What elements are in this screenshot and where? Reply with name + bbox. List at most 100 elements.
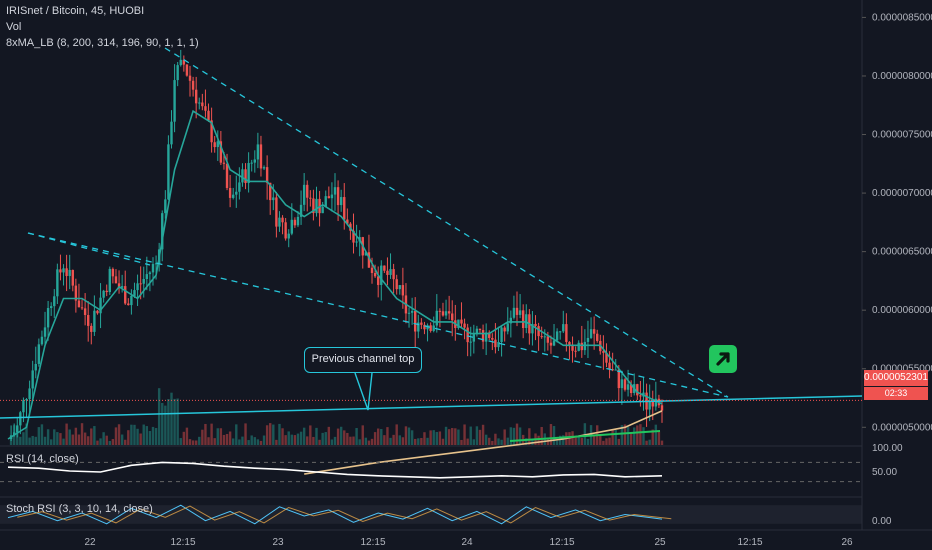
volume-bar xyxy=(28,437,31,445)
arrow-up-right-icon[interactable] xyxy=(709,345,737,373)
candle-body xyxy=(25,398,28,401)
volume-bar xyxy=(161,402,164,445)
volume-bar xyxy=(469,426,472,445)
x-tick-label: 12:15 xyxy=(737,537,762,548)
volume-bar xyxy=(80,423,84,445)
candle-body xyxy=(296,216,300,226)
candle-body xyxy=(373,273,377,277)
volume-bar xyxy=(611,429,614,445)
candle-body xyxy=(660,405,664,411)
volume-bar xyxy=(491,440,494,445)
candle-body xyxy=(432,325,435,331)
volume-bar xyxy=(447,429,451,445)
volume-bar xyxy=(74,427,78,445)
candle-body xyxy=(626,384,630,390)
y-tick-label: 0.0000055000 xyxy=(872,364,932,375)
candle-body xyxy=(414,310,417,332)
candle-body xyxy=(37,344,41,364)
candle-body xyxy=(102,290,105,298)
candle-body xyxy=(441,311,445,316)
candle-body xyxy=(259,144,263,169)
rsi-tick-label: 50.00 xyxy=(872,467,897,478)
volume-bar xyxy=(432,430,435,445)
volume-bar xyxy=(410,430,414,445)
candles-group xyxy=(9,49,664,445)
volume-bar xyxy=(608,437,611,445)
volume-bar xyxy=(654,424,658,445)
candle-body xyxy=(589,329,593,338)
volume-bar xyxy=(537,435,540,445)
candle-body xyxy=(198,102,201,104)
volume-bar xyxy=(250,435,253,445)
candle-body xyxy=(62,268,65,273)
volume-bar xyxy=(651,429,654,445)
candle-body xyxy=(235,191,238,195)
volume-bar xyxy=(395,424,398,445)
candle-body xyxy=(148,272,152,275)
ma-slow-line xyxy=(304,410,663,475)
ma-fast-line xyxy=(7,109,663,440)
candle-body xyxy=(256,144,260,160)
candle-body xyxy=(219,141,223,163)
volume-bar xyxy=(451,428,454,445)
volume-bar xyxy=(207,437,210,445)
volume-bar xyxy=(312,436,315,445)
volume-bar xyxy=(90,428,93,445)
volume-bar xyxy=(173,398,176,445)
volume-bar xyxy=(481,424,485,445)
candle-body xyxy=(417,322,420,332)
volume-bar xyxy=(475,426,479,445)
candle-body xyxy=(96,310,99,314)
candle-body xyxy=(145,274,149,280)
volume-bar xyxy=(324,432,327,445)
candle-body xyxy=(16,425,19,433)
volume-bar xyxy=(549,424,553,445)
volume-bar xyxy=(120,434,124,445)
volume-bar xyxy=(380,429,383,445)
volume-bar xyxy=(460,439,463,445)
volume-bar xyxy=(512,427,516,445)
volume-bar xyxy=(71,434,74,445)
candle-body xyxy=(108,268,112,293)
volume-bar xyxy=(142,424,145,445)
candle-body xyxy=(204,106,207,111)
volume-bar xyxy=(296,433,300,445)
candle-body xyxy=(636,384,639,396)
y-tick-label: 0.0000085000 xyxy=(872,12,932,23)
volume-bar xyxy=(117,424,121,445)
volume-bar xyxy=(389,437,392,445)
volume-bar xyxy=(463,424,466,445)
volume-bar xyxy=(136,428,139,445)
stoch-tick-label: 0.00 xyxy=(872,516,892,527)
volume-bar xyxy=(306,436,309,445)
candle-body xyxy=(426,325,429,330)
candle-body xyxy=(105,290,108,293)
candle-body xyxy=(596,333,599,341)
annotation-callout[interactable]: Previous channel top xyxy=(304,347,422,373)
volume-bar xyxy=(99,438,102,445)
volume-bar xyxy=(59,433,62,445)
volume-bar xyxy=(40,424,44,445)
candle-body xyxy=(333,187,337,195)
candle-body xyxy=(265,167,269,183)
candle-body xyxy=(512,307,516,318)
candle-body xyxy=(506,323,509,332)
volume-bar xyxy=(77,434,81,445)
candle-body xyxy=(154,263,158,265)
stoch-band xyxy=(0,505,862,524)
candle-body xyxy=(466,327,469,343)
candle-body xyxy=(74,285,78,301)
candle-body xyxy=(53,296,56,307)
candle-body xyxy=(213,142,216,148)
candle-body xyxy=(401,285,405,296)
volume-bar xyxy=(188,439,192,445)
candle-body xyxy=(531,323,534,334)
candle-body xyxy=(93,310,96,332)
candle-body xyxy=(380,265,383,285)
candle-body xyxy=(179,59,182,66)
volume-bar xyxy=(148,431,152,445)
candle-body xyxy=(605,352,608,363)
volume-bar xyxy=(660,440,664,445)
candle-body xyxy=(306,184,309,198)
